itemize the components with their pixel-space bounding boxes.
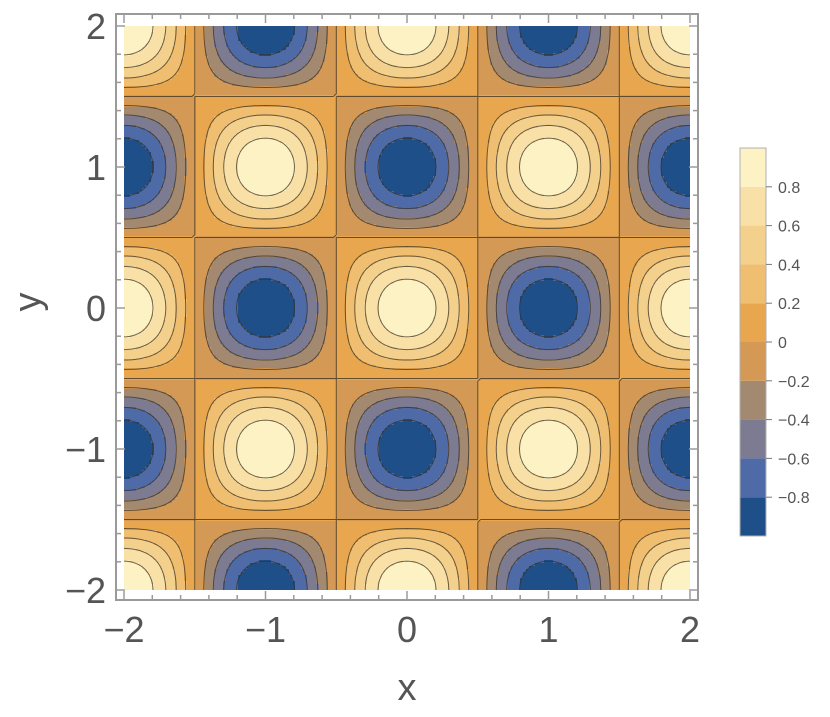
y-tick-label: 0 (86, 288, 106, 329)
legend-swatch (740, 148, 766, 187)
contour-line (124, 26, 690, 590)
legend-swatch (740, 419, 766, 459)
legend-label: −0.8 (778, 490, 810, 507)
x-tick-label: 2 (680, 609, 700, 650)
contour-line (124, 26, 690, 590)
y-axis-ticks: 2 1 0 −1 −2 (65, 6, 698, 611)
legend-swatch (740, 458, 766, 498)
contour-line (124, 26, 690, 590)
y-tick-label: −2 (65, 570, 106, 611)
legend-swatch (740, 342, 766, 381)
legend-label: 0 (778, 335, 787, 352)
legend-label: −0.6 (778, 451, 810, 468)
y-tick-label: −1 (65, 429, 106, 470)
contour-line (124, 26, 690, 590)
legend-label: 0.2 (778, 296, 800, 313)
legend-swatch (740, 497, 766, 536)
legend-swatch (740, 186, 766, 226)
legend-swatch (740, 303, 766, 342)
contour-lines (124, 26, 690, 590)
legend-swatch (740, 264, 766, 304)
contour-bands (124, 26, 690, 590)
legend-label: 0.6 (778, 219, 800, 236)
legend-label: 0.8 (778, 180, 800, 197)
legend-label: −0.4 (778, 413, 810, 430)
x-tick-label: −2 (103, 609, 144, 650)
contour-line (124, 26, 690, 590)
contour-line (124, 26, 690, 590)
y-tick-label: 1 (86, 147, 106, 188)
x-axis-title: x (398, 667, 417, 709)
legend: 0.8 0.6 0.4 0.2 0 −0.2 −0.4 −0.6 −0.8 (739, 147, 810, 537)
x-tick-label: 0 (397, 609, 417, 650)
legend-label: −0.2 (778, 374, 810, 391)
legend-swatch (740, 225, 766, 265)
x-tick-label: −1 (245, 609, 286, 650)
contour-line (124, 26, 690, 590)
contour-line (124, 26, 690, 590)
legend-swatch (740, 380, 766, 420)
x-tick-label: 1 (538, 609, 558, 650)
y-tick-label: 2 (86, 6, 106, 47)
legend-label: 0.4 (778, 257, 800, 274)
x-axis-ticks: −2 −1 0 1 2 (103, 14, 700, 650)
contour-line (124, 26, 690, 590)
y-axis-title: y (7, 293, 49, 312)
